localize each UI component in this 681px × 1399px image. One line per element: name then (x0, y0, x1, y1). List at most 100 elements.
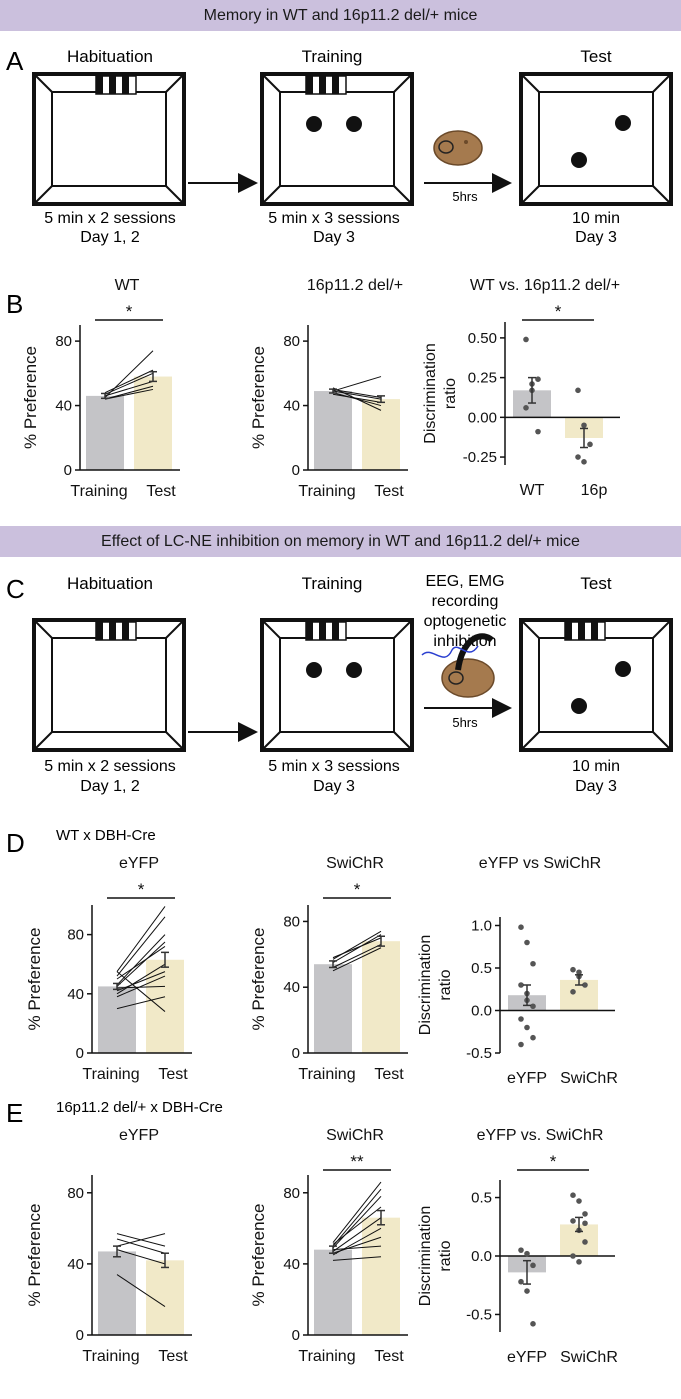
data-point (581, 459, 587, 465)
arena-habituation (32, 72, 186, 206)
data-point (575, 387, 581, 394)
stripe-cue (95, 621, 137, 641)
object-right (346, 116, 362, 132)
bar-training (98, 1251, 136, 1335)
y-tick-label: 0.50 (468, 330, 497, 347)
stage-desc-habituation: 5 min x 2 sessions (44, 758, 176, 775)
data-point (524, 1024, 530, 1031)
x-tick-label: eYFP (507, 1070, 547, 1087)
significance-marker: * (354, 880, 361, 899)
panel-letter-e: E (6, 1098, 23, 1128)
y-tick-label: 0 (292, 462, 300, 479)
chart-e-eyfp: eYFP 0 40 80 % Preference Training Test (25, 1127, 192, 1365)
stripe-cue (305, 621, 347, 641)
data-point (576, 1259, 582, 1265)
object-novel (571, 152, 587, 168)
data-point (570, 989, 576, 995)
y-axis-label: % Preference (249, 1204, 268, 1307)
paired-line (116, 906, 166, 972)
chart-title: WT vs. 16p11.2 del/+ (470, 277, 620, 294)
stage-title-habituation: Habituation (67, 47, 153, 66)
x-tick-label: Test (158, 1348, 188, 1365)
paired-line (104, 372, 154, 395)
chart-title: SwiChR (326, 1127, 384, 1144)
x-tick-label: Training (298, 1348, 355, 1365)
paired-line (116, 941, 166, 987)
bar-test (146, 959, 184, 1053)
y-axis-label: ratio (442, 378, 459, 409)
chart-e-discrimination: eYFP vs. SwiChR -0.5 0.0 0.5 Discrimination r… (417, 1127, 618, 1366)
paired-line (332, 1195, 382, 1249)
delay-label: 5hrs (452, 189, 478, 204)
y-tick-label: 0 (64, 462, 72, 479)
section-banner-memory: Memory in WT and 16p11.2 del/+ mice (0, 0, 681, 31)
data-point (530, 960, 536, 967)
data-point (570, 1253, 576, 1259)
paired-line (104, 369, 154, 394)
chart-d-discrimination: eYFP vs SwiChR -0.5 0.0 0.5 1.0 Discriminatio… (417, 855, 618, 1087)
arena-habituation (32, 618, 186, 752)
procedure-line-1: EEG, EMG (425, 573, 504, 590)
data-point (524, 939, 530, 946)
stage-desc-test: 10 min (572, 210, 620, 227)
data-point (575, 454, 581, 460)
stage-day-habituation: Day 1, 2 (80, 229, 140, 246)
data-point (518, 1041, 524, 1048)
paired-line (116, 975, 166, 998)
paired-line (332, 947, 382, 972)
data-point (530, 1003, 536, 1010)
bar-training (314, 1249, 352, 1335)
stripe-cue (305, 75, 347, 95)
bar-training (314, 964, 352, 1053)
x-tick-label: Training (82, 1066, 139, 1083)
stage-desc-training: 5 min x 3 sessions (268, 210, 400, 227)
significance-marker: ** (350, 1152, 364, 1171)
y-tick-label: 0.25 (468, 370, 497, 387)
section-banner-lcne: Effect of LC-NE inhibition on memory in … (0, 526, 681, 557)
group-label-wt-dbh: WT x DBH-Cre (56, 827, 156, 844)
data-point (518, 1016, 524, 1022)
significance-marker: * (126, 302, 133, 321)
panel-letter-c: C (6, 574, 25, 604)
paired-line (116, 916, 166, 977)
x-tick-label: Training (298, 483, 355, 500)
chart-title: eYFP (119, 1127, 159, 1144)
panel-letter-b: B (6, 289, 23, 319)
chart-title: 16p11.2 del/+ (307, 277, 403, 294)
y-axis-label: % Preference (249, 346, 268, 449)
y-tick-label: 0.0 (471, 1003, 492, 1020)
paired-line (116, 985, 166, 989)
y-tick-label: 80 (283, 1185, 300, 1202)
y-tick-label: 0.00 (468, 409, 497, 426)
y-tick-label: 40 (283, 1256, 300, 1273)
data-point (570, 1218, 576, 1224)
x-tick-label: Test (374, 483, 404, 500)
x-tick-label: WT (520, 482, 545, 499)
delay-label: 5hrs (452, 715, 478, 730)
data-point (524, 1288, 530, 1294)
bar-test (134, 376, 172, 470)
y-axis-label: Discrimination (417, 935, 434, 1035)
chart-title: WT (115, 277, 140, 294)
y-tick-label: -0.25 (463, 449, 497, 466)
paired-line (116, 971, 166, 1012)
chart-title: eYFP vs. SwiChR (477, 1127, 604, 1144)
data-point (518, 924, 524, 930)
x-tick-label: 16p (581, 482, 608, 499)
x-tick-label: SwiChR (560, 1349, 618, 1366)
mouse-illustration (433, 130, 483, 166)
paired-line (332, 376, 382, 392)
paired-line (116, 934, 166, 986)
bar-training (98, 986, 136, 1053)
data-point (523, 336, 529, 343)
paired-line (332, 1256, 382, 1261)
data-point (576, 1198, 582, 1204)
paired-line (104, 388, 154, 400)
stripe-cue (95, 75, 137, 95)
paired-line (332, 937, 382, 959)
data-point (570, 1192, 576, 1198)
y-tick-label: 0.0 (471, 1248, 492, 1265)
paired-line (104, 380, 154, 397)
significance-marker: * (555, 302, 562, 321)
paired-line (332, 1236, 382, 1254)
